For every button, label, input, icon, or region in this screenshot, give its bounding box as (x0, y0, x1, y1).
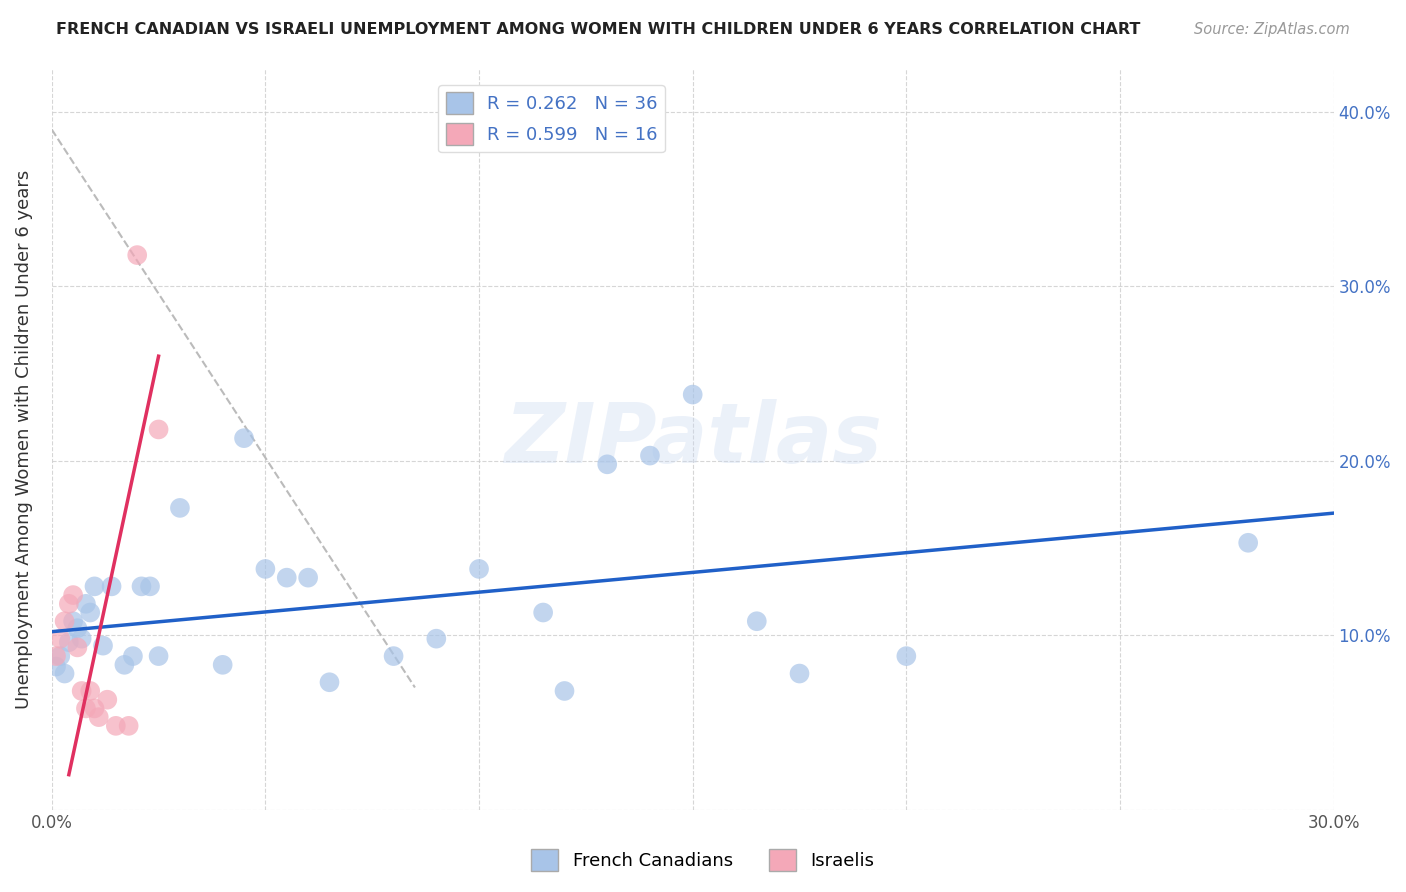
Point (58, 597, 80, 611)
Point (45, 659, 67, 673)
Point (70, 684, 93, 698)
Point (896, 649, 918, 664)
Point (682, 387, 704, 401)
Legend: R = 0.262   N = 36, R = 0.599   N = 16: R = 0.262 N = 36, R = 0.599 N = 16 (439, 85, 665, 153)
Point (122, 649, 145, 664)
Point (276, 571, 298, 585)
Point (87, 710, 110, 724)
Point (131, 579, 153, 593)
Point (75, 701, 97, 715)
Text: ZIPatlas: ZIPatlas (503, 399, 882, 480)
Point (638, 449, 661, 463)
Point (104, 719, 127, 733)
Point (297, 571, 319, 585)
Point (745, 614, 768, 628)
Point (531, 606, 554, 620)
Point (127, 248, 149, 262)
Point (789, 666, 811, 681)
Point (83, 701, 105, 715)
Point (49, 632, 72, 646)
Point (596, 458, 619, 472)
Point (49, 649, 72, 664)
Point (112, 657, 135, 672)
Y-axis label: Unemployment Among Women with Children Under 6 years: Unemployment Among Women with Children U… (15, 169, 32, 708)
Point (148, 649, 170, 664)
Point (96, 692, 118, 706)
Point (254, 562, 277, 576)
Point (139, 579, 162, 593)
Point (1237, 535, 1260, 549)
Point (83, 579, 105, 593)
Text: Source: ZipAtlas.com: Source: ZipAtlas.com (1194, 22, 1350, 37)
Point (62, 614, 84, 628)
Point (75, 597, 97, 611)
Point (79, 606, 101, 620)
Point (100, 579, 122, 593)
Point (211, 657, 233, 672)
Legend: French Canadians, Israelis: French Canadians, Israelis (524, 842, 882, 879)
Point (468, 562, 491, 576)
Point (53, 614, 76, 628)
Point (425, 632, 447, 646)
Point (58, 635, 80, 649)
Point (118, 719, 141, 733)
Point (66, 621, 89, 635)
Point (382, 649, 405, 664)
Point (233, 431, 256, 445)
Point (66, 640, 89, 655)
Point (169, 500, 191, 515)
Point (62, 588, 84, 602)
Point (45, 649, 67, 664)
Point (553, 684, 575, 698)
Point (53, 666, 76, 681)
Text: FRENCH CANADIAN VS ISRAELI UNEMPLOYMENT AMONG WOMEN WITH CHILDREN UNDER 6 YEARS : FRENCH CANADIAN VS ISRAELI UNEMPLOYMENT … (56, 22, 1140, 37)
Point (79, 684, 101, 698)
Point (70, 632, 93, 646)
Point (91, 639, 114, 653)
Point (318, 675, 340, 690)
Point (148, 422, 170, 436)
